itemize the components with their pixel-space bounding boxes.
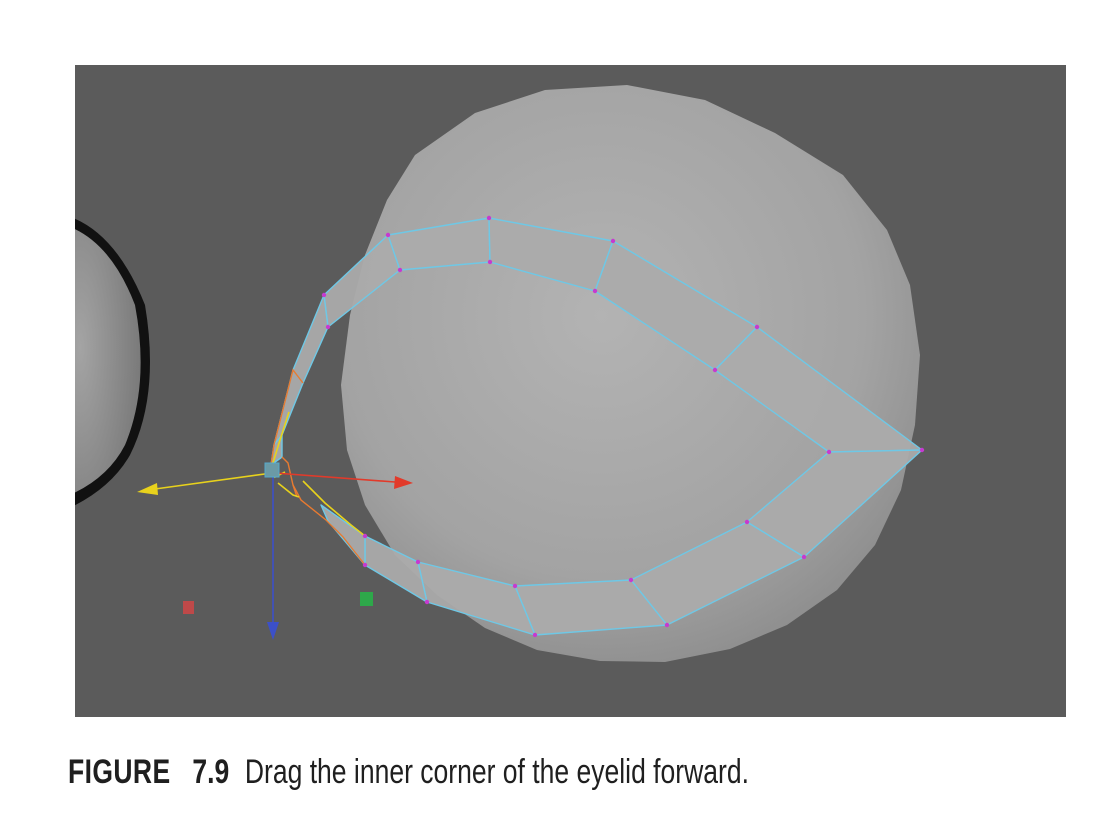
move-tool-manipulator[interactable] xyxy=(137,462,413,640)
move-plane-handle-red[interactable] xyxy=(183,601,194,614)
figure-caption: FIGURE 7.9 Drag the inner corner of the ey… xyxy=(68,752,749,792)
eyelid-mesh[interactable] xyxy=(270,215,925,638)
move-z-axis-handle[interactable] xyxy=(267,477,279,640)
move-x-axis-handle[interactable] xyxy=(274,472,413,489)
figure-label: FIGURE xyxy=(68,753,171,791)
maya-viewport[interactable] xyxy=(75,65,1066,717)
move-center-handle[interactable] xyxy=(264,462,280,478)
figure-caption-text: Drag the inner corner of the eyelid forw… xyxy=(244,753,749,791)
move-y-axis-handle[interactable] xyxy=(137,472,273,495)
left-eyeball[interactable] xyxy=(75,215,150,510)
figure-number: 7.9 xyxy=(192,753,230,791)
move-plane-handle-green[interactable] xyxy=(360,592,373,606)
